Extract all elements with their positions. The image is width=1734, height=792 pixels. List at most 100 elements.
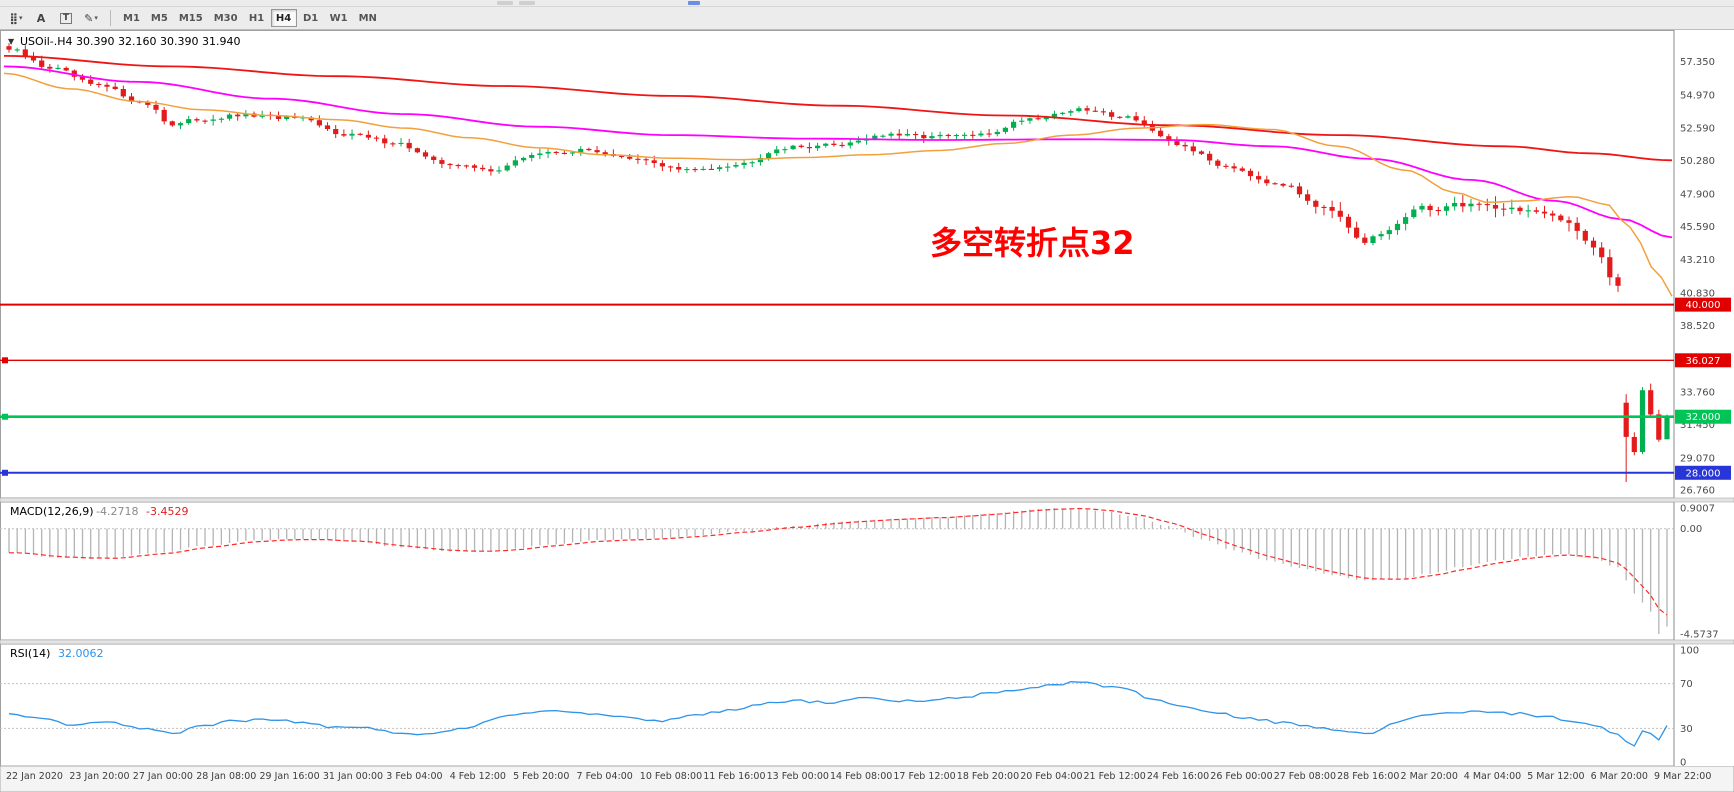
- candle-body: [1574, 222, 1580, 231]
- candle-body: [463, 165, 469, 167]
- candle-body: [749, 162, 755, 164]
- rsi-pane-surface[interactable]: [0, 644, 1674, 766]
- price-axis-label: 52.590: [1680, 124, 1715, 135]
- candle-body: [962, 134, 968, 136]
- draw-pencil-icon[interactable]: ✎ ▾: [79, 9, 103, 28]
- candle-body: [529, 155, 535, 158]
- candle-body: [1019, 120, 1025, 122]
- candle-body: [668, 166, 674, 168]
- timeframe-button-D1[interactable]: D1: [298, 9, 324, 27]
- candle-body: [521, 157, 527, 161]
- candle-body: [169, 121, 175, 126]
- line-drag-handle[interactable]: [2, 357, 8, 364]
- candle-body: [1656, 414, 1662, 440]
- candle-body: [831, 143, 837, 145]
- main-chart-surface[interactable]: [0, 30, 1674, 498]
- candle-body: [986, 133, 992, 135]
- rsi-value: 32.0062: [58, 647, 104, 660]
- timeframe-button-MN[interactable]: MN: [354, 9, 382, 27]
- macd-pane-surface[interactable]: [0, 502, 1674, 640]
- price-badge: [1675, 465, 1731, 480]
- time-axis-label: 21 Feb 12:00: [1084, 771, 1146, 782]
- font-label-icon[interactable]: A: [29, 9, 53, 28]
- candle-body: [1280, 183, 1286, 186]
- candle-body: [896, 133, 902, 136]
- candle-body: [1582, 230, 1588, 241]
- candle-body: [447, 163, 453, 166]
- candle-body: [1207, 153, 1213, 161]
- price-axis-badges: 40.000 36.027 32.000 28.000: [1675, 297, 1731, 480]
- chart-text-annotation: 多空转折点32: [930, 224, 1135, 262]
- price-badge-label: 40.000: [1686, 300, 1721, 311]
- price-badge-label: 36.027: [1686, 356, 1721, 367]
- candle-body: [553, 151, 559, 153]
- timeframe-button-W1[interactable]: W1: [325, 9, 353, 27]
- timeframe-button-H1[interactable]: H1: [244, 9, 270, 27]
- macd-value: -4.2718: [96, 505, 138, 518]
- timeframe-button-M5[interactable]: M5: [146, 9, 173, 27]
- candle-body: [970, 134, 976, 136]
- timeframe-button-M1[interactable]: M1: [118, 9, 145, 27]
- candle-body: [1435, 210, 1441, 212]
- line-drag-handle[interactable]: [2, 469, 8, 476]
- clipped-toolbar-row: [0, 0, 1734, 7]
- timeframe-button-M30[interactable]: M30: [209, 9, 243, 27]
- moving-average-lines: [3, 55, 1673, 297]
- candle-body: [953, 135, 959, 137]
- candle-body: [937, 134, 943, 137]
- candle-body: [766, 153, 772, 158]
- symbol-dropdown-caret-icon[interactable]: ▼: [8, 37, 15, 46]
- candle-body: [1198, 151, 1205, 154]
- price-badge: [1675, 409, 1731, 424]
- candle-body: [22, 49, 28, 56]
- candle-body: [1166, 136, 1172, 142]
- macd-indicator-content: 0.9007 0.00 -4.5737: [0, 504, 1719, 641]
- ma-line-medium: [3, 65, 1673, 239]
- candle-body: [1443, 206, 1450, 211]
- candle-body: [14, 49, 20, 51]
- candle-body: [1174, 141, 1180, 145]
- candle-body: [1550, 213, 1556, 216]
- text-tool-icon[interactable]: T: [54, 9, 78, 28]
- price-badge: [1675, 297, 1731, 312]
- timeframe-button-H4[interactable]: H4: [270, 9, 297, 27]
- candle-body: [275, 115, 282, 119]
- candle-body: [1476, 203, 1482, 205]
- pattern-grid-icon[interactable]: ⣿ ▾: [4, 9, 28, 28]
- candle-body: [1370, 236, 1376, 243]
- candle-body: [235, 114, 241, 117]
- candle-body: [1590, 240, 1597, 248]
- timeframe-button-M15[interactable]: M15: [174, 9, 208, 27]
- candle-body: [1256, 176, 1262, 180]
- macd-axis-label: 0.00: [1680, 524, 1702, 535]
- pane-separator[interactable]: [0, 639, 1734, 645]
- candle-body: [357, 133, 363, 135]
- candle-body: [1223, 165, 1229, 167]
- time-axis-label: 2 Mar 20:00: [1401, 771, 1458, 782]
- candle-body: [431, 156, 437, 160]
- time-axis-scale[interactable]: [0, 766, 1734, 792]
- time-axis-label: 9 Mar 22:00: [1654, 771, 1711, 782]
- candle-body: [1133, 116, 1139, 121]
- ma-line-slow: [3, 55, 1673, 162]
- candle-body: [945, 134, 951, 136]
- candle-body: [1109, 112, 1115, 117]
- candle-body: [496, 170, 502, 172]
- candle-body: [872, 135, 878, 139]
- candle-body: [1239, 168, 1245, 171]
- candle-body: [480, 167, 486, 170]
- candle-body: [88, 79, 94, 84]
- candle-body: [1182, 144, 1188, 147]
- price-axis-scale[interactable]: [1674, 30, 1734, 766]
- candle-body: [1002, 127, 1008, 132]
- candle-body: [1011, 121, 1017, 128]
- rsi-indicator-content: 100 70 30 0: [0, 646, 1699, 769]
- candle-body: [1484, 204, 1490, 206]
- line-drag-handle[interactable]: [2, 413, 8, 420]
- time-axis-label: 14 Feb 08:00: [830, 771, 892, 782]
- pane-separator[interactable]: [0, 497, 1734, 503]
- candle-body: [96, 83, 102, 85]
- candle-body: [1354, 227, 1360, 238]
- price-axis-label: 47.900: [1680, 189, 1715, 200]
